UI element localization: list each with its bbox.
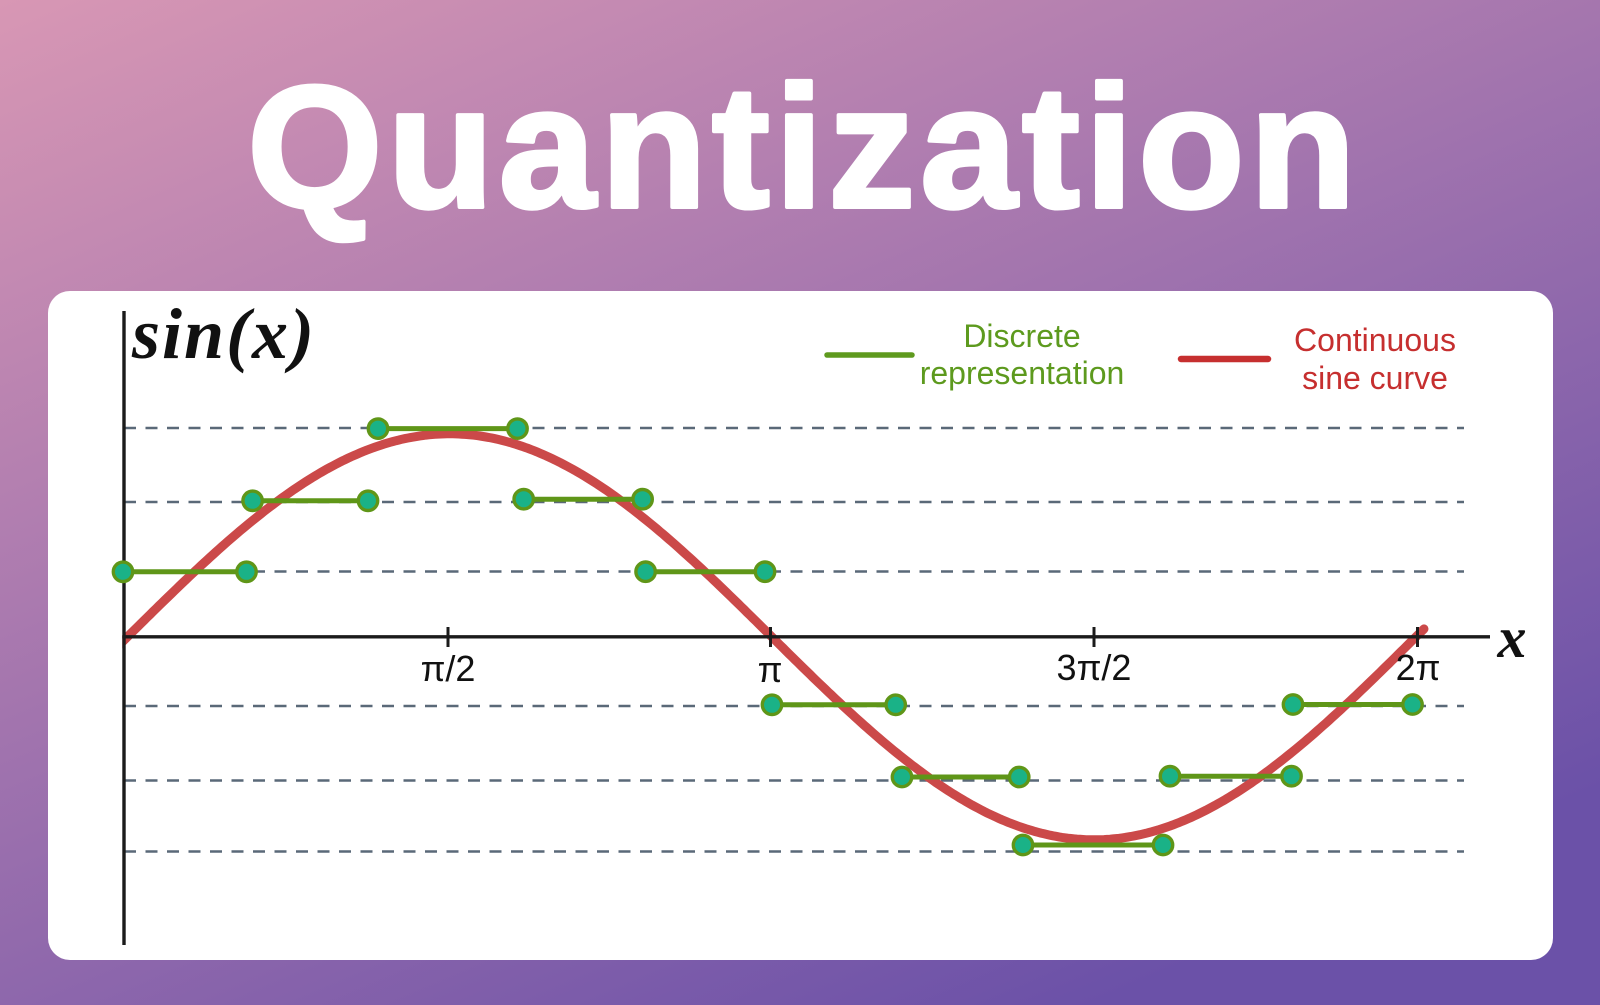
svg-text:x: x [1497,605,1527,670]
svg-text:sine curve: sine curve [1302,360,1448,396]
svg-text:π/2: π/2 [421,648,476,689]
svg-text:π: π [758,649,783,690]
svg-text:3π/2: 3π/2 [1057,647,1132,688]
svg-text:Quantization: Quantization [247,49,1361,244]
svg-text:2π: 2π [1396,647,1441,688]
svg-text:Discrete: Discrete [963,318,1080,354]
svg-text:Continuous: Continuous [1294,322,1456,358]
svg-text:representation: representation [920,355,1125,391]
svg-text:sin(x): sin(x) [131,294,316,374]
